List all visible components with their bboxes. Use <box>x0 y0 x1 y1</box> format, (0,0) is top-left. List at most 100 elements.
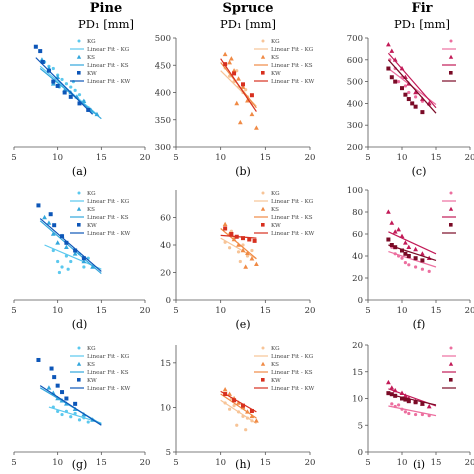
legend-marker <box>77 346 81 350</box>
legend-label: KS <box>87 362 95 368</box>
x-tick-label: 15 <box>260 306 271 316</box>
plot-area <box>386 209 437 273</box>
point-ks <box>46 385 52 390</box>
point-kg <box>420 267 424 271</box>
point-kg <box>235 423 239 427</box>
x-tick-label: 15 <box>431 153 442 163</box>
legend-label: KS <box>271 55 279 61</box>
legend-label: KG <box>271 191 280 197</box>
point-kw <box>223 392 228 397</box>
legend-label: KW <box>271 71 281 77</box>
point-ks <box>222 51 228 57</box>
y-tick-label: 40 <box>160 241 171 251</box>
x-tick-label: 10 <box>52 458 63 468</box>
point-ks <box>240 84 246 89</box>
panel-label: (h) <box>235 458 251 471</box>
point-kw <box>232 398 237 403</box>
point-kg <box>250 419 254 423</box>
point-kg <box>241 414 245 418</box>
point-kg <box>397 403 401 407</box>
point-kg <box>64 409 68 413</box>
point-kg <box>69 415 73 419</box>
legend-marker <box>260 54 266 59</box>
legend-label: Linear Fit - KS <box>87 63 129 69</box>
point-kw <box>73 248 78 253</box>
point-ks <box>231 68 237 73</box>
point-kg <box>400 407 404 411</box>
point-kg <box>56 409 60 413</box>
x-tick-label: 5 <box>11 458 16 468</box>
point-kg <box>400 256 404 260</box>
y-tick-label: 500 <box>155 34 171 44</box>
point-ks <box>46 220 52 225</box>
y-tick-label: 60 <box>352 230 363 240</box>
legend-marker <box>449 378 453 382</box>
x-tick-label: 10 <box>215 458 226 468</box>
point-kg <box>245 254 250 258</box>
x-tick-label: 10 <box>215 153 226 163</box>
point-kw <box>389 243 394 247</box>
legend-label: KW <box>87 223 97 229</box>
point-kw <box>420 258 425 263</box>
point-kw <box>49 366 54 371</box>
point-kw <box>420 110 425 115</box>
x-tick-label: 10 <box>397 153 408 163</box>
point-kw <box>400 396 404 401</box>
x-tick-label: 15 <box>431 458 442 468</box>
x-tick-label: 15 <box>260 153 271 163</box>
legend-label: Linear Fit - KS <box>271 63 313 69</box>
column-header-spruce: Spruce PD₁ [mm] <box>188 0 308 32</box>
point-kw <box>64 396 69 401</box>
point-kw <box>36 357 41 362</box>
x-tick-label: 20 <box>465 153 474 163</box>
y-tick-label: 5 <box>358 421 363 431</box>
point-kw <box>52 223 57 228</box>
x-tick-label: 10 <box>397 458 408 468</box>
point-kw <box>73 401 78 406</box>
legend-label: Linear Fit - KG <box>87 354 130 360</box>
legend-marker <box>260 361 266 366</box>
point-kg <box>86 420 90 424</box>
x-tick-label: 5 <box>365 153 370 163</box>
y-tick-label: 10 <box>352 395 363 405</box>
plot-area <box>220 51 259 130</box>
y-tick-label: 20 <box>352 274 363 284</box>
point-kw <box>234 234 239 239</box>
legend-label: Linear Fit - KW <box>271 386 315 392</box>
legend-label: Linear Fit - KW <box>87 79 131 85</box>
legend <box>442 191 456 234</box>
legend: KG Linear Fit - KG KS Linear Fit - KS KW Line… <box>70 191 131 237</box>
point-kg <box>407 90 411 95</box>
legend: KG Linear Fit - KG KS Linear Fit - KS KW Line… <box>70 39 131 85</box>
x-tick-label: 15 <box>96 153 107 163</box>
legend-marker <box>260 206 266 211</box>
point-ks <box>406 244 412 249</box>
fit-line-kw <box>35 57 94 115</box>
plot-area <box>386 41 437 115</box>
panel-label: (e) <box>235 318 250 331</box>
legend-marker <box>77 39 81 43</box>
legend-label: KW <box>271 223 281 229</box>
point-ks <box>227 59 232 65</box>
y-tick-label: 20 <box>352 341 363 351</box>
point-kw <box>52 375 57 380</box>
point-kg <box>420 412 424 417</box>
point-ks <box>222 386 228 392</box>
legend-label: KW <box>87 378 97 384</box>
point-kw <box>413 256 418 261</box>
point-ks <box>392 57 398 62</box>
point-ks <box>426 403 432 409</box>
point-kg <box>228 407 232 411</box>
point-kg <box>77 93 82 97</box>
point-ks <box>245 98 250 103</box>
x-tick-label: 15 <box>96 306 107 316</box>
point-kg <box>51 66 55 71</box>
point-kg <box>51 248 55 253</box>
point-ks <box>222 221 228 227</box>
y-tick-label: 700 <box>347 34 363 44</box>
point-kg <box>397 80 401 84</box>
fit-line-kw <box>220 58 257 112</box>
point-ks <box>231 236 237 242</box>
legend-marker <box>76 54 82 59</box>
